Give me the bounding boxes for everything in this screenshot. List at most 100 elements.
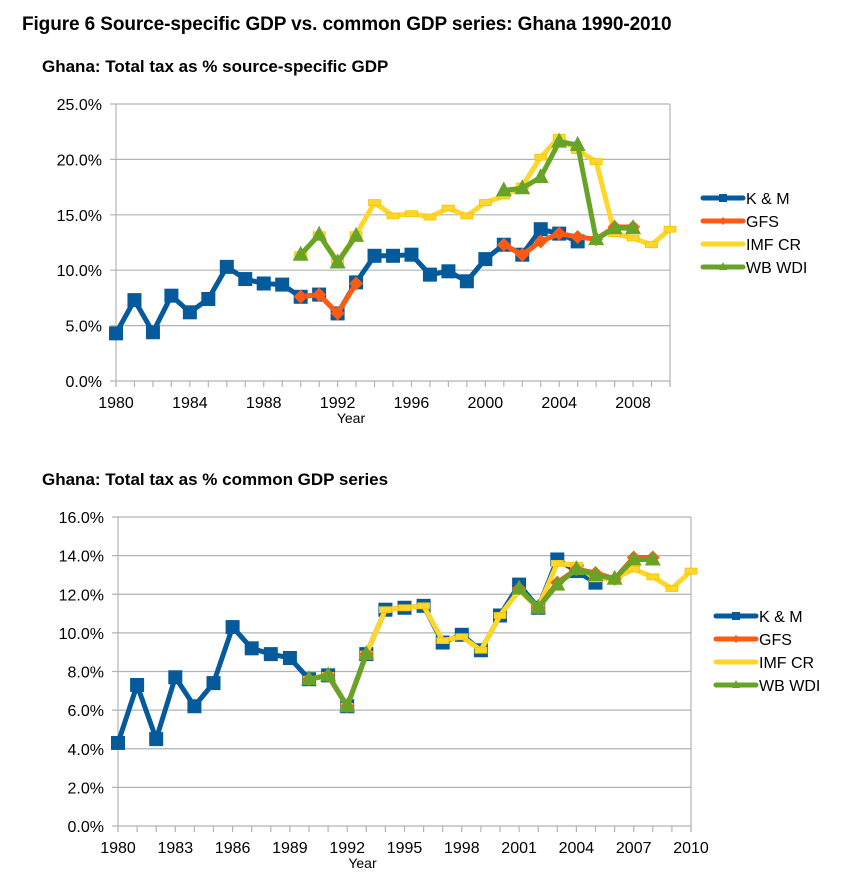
series-wb-wdi xyxy=(292,132,642,269)
legend-item-k-m: K & M xyxy=(713,609,803,626)
data-point-imf-cr xyxy=(627,565,641,573)
figure-title: Figure 6 Source-specific GDP vs. common … xyxy=(22,14,672,35)
x-tick-label: 2010 xyxy=(673,840,709,857)
x-tick-label: 1996 xyxy=(394,395,430,412)
data-point-imf-cr xyxy=(645,241,658,249)
y-tick-label: 8.0% xyxy=(68,665,104,682)
legend-label: GFS xyxy=(746,214,779,231)
legend-item-wb-wdi: WB WDI xyxy=(700,260,807,277)
data-point-k-m xyxy=(275,277,290,292)
data-point-k-m xyxy=(404,247,419,262)
legend-item-gfs: GFS xyxy=(713,632,792,649)
data-point-wb-wdi xyxy=(587,565,604,581)
x-tick-label: 2008 xyxy=(615,395,651,412)
chart-source-specific-gdp: Ghana: Total tax as % source-specific GD… xyxy=(0,0,842,440)
data-point-wb-wdi xyxy=(348,226,365,242)
series-k-m xyxy=(111,552,603,750)
legend: K & M GFS IMF CR WB WDI xyxy=(700,191,807,277)
series-line-wb-wdi xyxy=(298,232,359,265)
x-tick-label: 1989 xyxy=(272,840,308,857)
data-point-k-m xyxy=(533,222,548,237)
chart-title: Ghana: Total tax as % common GDP series xyxy=(42,470,389,489)
x-tick-label: 1980 xyxy=(98,395,134,412)
data-point-gfs xyxy=(496,237,511,252)
legend-marker-icon xyxy=(732,680,740,688)
series-line-gfs xyxy=(300,282,359,316)
data-point-imf-cr xyxy=(663,225,677,233)
data-point-imf-cr xyxy=(398,604,411,612)
y-tick-label: 6.0% xyxy=(68,703,104,720)
x-tick-label: 1995 xyxy=(387,840,423,857)
data-point-gfs xyxy=(330,306,345,321)
data-point-k-m xyxy=(149,732,164,747)
data-point-wb-wdi xyxy=(606,569,623,585)
data-point-wb-wdi xyxy=(644,550,661,566)
x-axis-title: Year xyxy=(337,410,366,426)
x-axis-title: Year xyxy=(348,855,377,871)
series-wb-wdi xyxy=(301,550,661,713)
data-point-wb-wdi xyxy=(311,225,328,241)
series-imf-cr xyxy=(302,559,698,710)
data-point-wb-wdi xyxy=(514,179,531,195)
y-tick-label: 14.0% xyxy=(59,549,104,566)
data-point-k-m xyxy=(282,650,297,665)
data-point-k-m xyxy=(263,647,278,662)
legend-item-wb-wdi: WB WDI xyxy=(713,678,820,695)
y-tick-label: 2.0% xyxy=(68,780,104,797)
x-tick-label: 1992 xyxy=(329,840,365,857)
data-point-k-m xyxy=(386,248,400,263)
data-point-k-m xyxy=(168,670,183,685)
x-tick-label: 1983 xyxy=(158,840,194,857)
legend-label: IMF CR xyxy=(759,655,814,672)
data-point-k-m xyxy=(111,735,125,750)
data-point-gfs xyxy=(570,229,585,244)
data-point-k-m xyxy=(109,326,123,341)
data-point-imf-cr xyxy=(460,212,474,220)
data-point-wb-wdi xyxy=(320,666,337,682)
data-point-gfs xyxy=(349,276,364,291)
data-point-gfs xyxy=(312,287,327,302)
data-point-wb-wdi xyxy=(301,670,317,686)
legend-marker-icon xyxy=(732,635,740,643)
legend-label: IMF CR xyxy=(746,237,801,254)
data-point-gfs xyxy=(533,234,548,249)
legend-label: K & M xyxy=(746,191,790,208)
data-point-imf-cr xyxy=(684,567,698,575)
data-point-imf-cr xyxy=(493,612,507,619)
x-tick-label: 1988 xyxy=(246,395,282,412)
data-point-imf-cr xyxy=(646,573,660,581)
x-tick-label: 1992 xyxy=(320,395,356,412)
data-point-imf-cr xyxy=(455,633,469,641)
x-tick-label: 1998 xyxy=(444,840,480,857)
data-point-wb-wdi xyxy=(568,560,585,576)
legend-label: K & M xyxy=(759,609,803,626)
y-tick-label: 16.0% xyxy=(59,510,104,527)
x-tick-label: 2004 xyxy=(559,840,595,857)
data-point-k-m xyxy=(127,293,142,308)
data-point-imf-cr xyxy=(417,602,431,610)
data-point-imf-cr xyxy=(550,559,564,567)
chart-title: Ghana: Total tax as % source-specific GD… xyxy=(42,57,389,76)
data-point-imf-cr xyxy=(368,199,381,207)
series-line-imf-cr xyxy=(308,560,693,709)
y-tick-label: 0.0% xyxy=(66,374,102,391)
y-tick-label: 5.0% xyxy=(66,319,102,336)
data-point-k-m xyxy=(225,620,240,635)
data-point-wb-wdi xyxy=(625,550,642,566)
data-point-wb-wdi xyxy=(551,132,568,148)
data-point-gfs xyxy=(552,226,567,241)
legend: K & M GFS IMF CR WB WDI xyxy=(713,609,820,695)
legend-item-imf-cr: IMF CR xyxy=(700,237,801,254)
data-point-imf-cr xyxy=(441,204,455,212)
data-point-k-m xyxy=(256,276,271,291)
data-point-imf-cr xyxy=(626,234,640,242)
x-tick-label: 2000 xyxy=(468,395,504,412)
data-point-imf-cr xyxy=(534,153,548,161)
y-tick-label: 12.0% xyxy=(59,587,104,604)
data-point-wb-wdi xyxy=(532,168,549,184)
data-point-k-m xyxy=(478,252,493,267)
data-point-imf-cr xyxy=(423,213,437,221)
legend-marker-icon xyxy=(732,612,740,620)
